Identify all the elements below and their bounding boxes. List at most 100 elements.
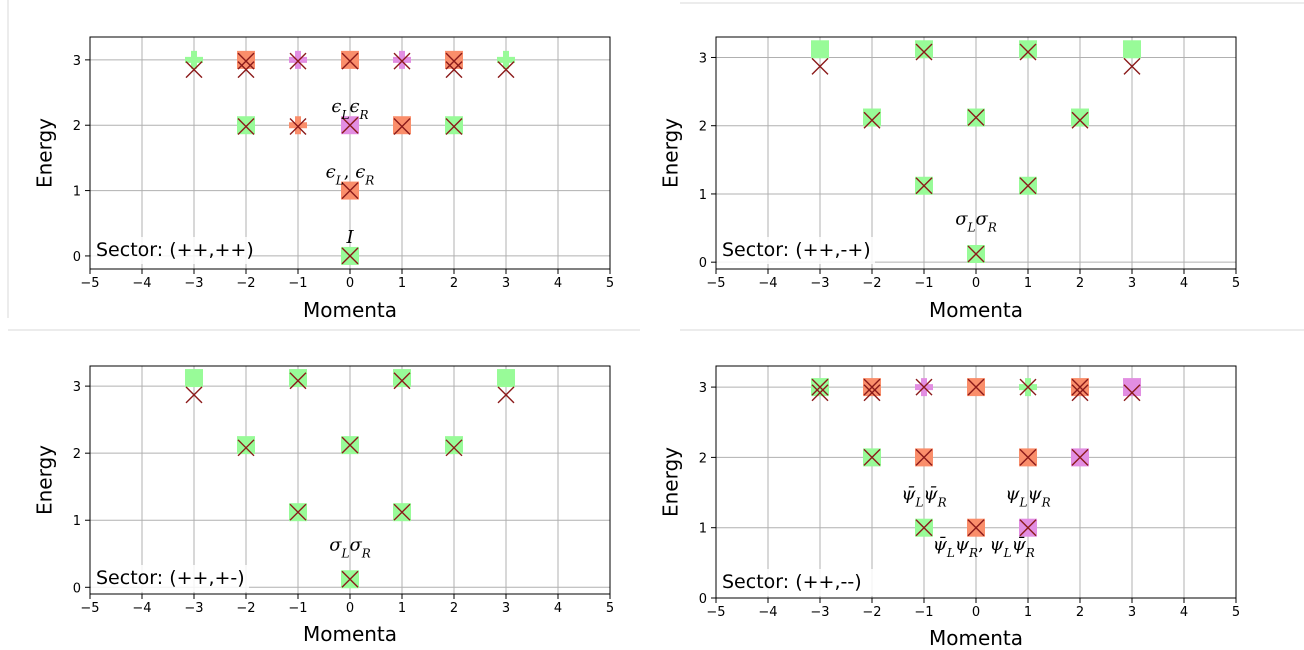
numeric-x-marker bbox=[445, 52, 463, 70]
x-tick-label: −4 bbox=[758, 605, 777, 620]
numeric-x-marker bbox=[811, 384, 829, 402]
annotation-part: L bbox=[966, 221, 975, 235]
sector-label: Sector: (++,+-) bbox=[96, 567, 245, 589]
annotation-part: L bbox=[1003, 546, 1012, 560]
sector-label: Sector: (++,--) bbox=[722, 571, 862, 593]
y-tick-label: 3 bbox=[699, 381, 707, 396]
x-tick-label: 4 bbox=[1180, 276, 1188, 291]
state-marker-square bbox=[1019, 40, 1037, 59]
x-tick-label: −3 bbox=[810, 605, 829, 620]
x-tick-label: 5 bbox=[606, 276, 614, 291]
y-tick-label: 2 bbox=[699, 120, 707, 135]
annotation-part: σ bbox=[329, 534, 342, 555]
axes-frame bbox=[89, 365, 611, 595]
operator-annotation: ψLψR bbox=[1005, 484, 1050, 510]
numeric-x-marker bbox=[811, 57, 829, 75]
annotation-part: ψ̄ bbox=[933, 534, 948, 555]
state-marker-plus bbox=[185, 50, 203, 69]
numeric-x-marker bbox=[1071, 111, 1089, 129]
annotation-part: ψ bbox=[990, 534, 1005, 555]
x-tick-label: 3 bbox=[502, 601, 510, 616]
x-tick-label: −5 bbox=[80, 276, 99, 291]
numeric-x-marker bbox=[1019, 519, 1037, 537]
state-marker-square bbox=[185, 369, 203, 388]
annotation-part: L bbox=[914, 496, 923, 510]
x-tick-label: −2 bbox=[862, 605, 881, 620]
x-tick-label: 1 bbox=[1024, 605, 1032, 620]
y-tick-label: 3 bbox=[73, 380, 81, 395]
x-tick-label: 2 bbox=[450, 601, 458, 616]
numeric-x-marker bbox=[967, 378, 985, 396]
sector-label-bg bbox=[91, 237, 249, 264]
state-marker-square bbox=[1123, 378, 1141, 397]
x-tick-label: −1 bbox=[914, 605, 933, 620]
numeric-x-marker bbox=[237, 61, 255, 79]
numeric-x-marker bbox=[863, 448, 881, 466]
annotation-part: , bbox=[344, 162, 355, 183]
x-tick-label: −5 bbox=[706, 605, 725, 620]
annotation-part: ψ̄ bbox=[1012, 534, 1027, 555]
state-marker-square bbox=[863, 108, 881, 127]
x-tick-label: −1 bbox=[288, 276, 307, 291]
operator-annotation: ϵL, ϵR bbox=[326, 162, 375, 188]
numeric-x-marker bbox=[393, 503, 411, 521]
state-marker-square bbox=[1071, 108, 1089, 127]
annotation-part: ϵ bbox=[331, 96, 341, 117]
sector-label-bg bbox=[717, 569, 875, 596]
numeric-x-marker bbox=[915, 177, 933, 195]
sector-label: Sector: (++,-+) bbox=[722, 239, 871, 261]
y-tick-label: 0 bbox=[73, 581, 81, 596]
state-marker-square bbox=[445, 50, 463, 69]
x-tick-label: 3 bbox=[1128, 605, 1136, 620]
x-tick-label: 1 bbox=[398, 601, 406, 616]
x-tick-label: 0 bbox=[346, 601, 354, 616]
x-tick-label: −2 bbox=[236, 601, 255, 616]
state-marker-plus bbox=[393, 50, 411, 69]
numeric-x-marker bbox=[289, 118, 307, 136]
x-axis-label: Momenta bbox=[929, 298, 1023, 322]
state-marker-square bbox=[915, 40, 933, 59]
annotation-part: L bbox=[335, 174, 344, 188]
sector-label-bg bbox=[91, 565, 249, 592]
y-tick-label: 1 bbox=[73, 514, 81, 529]
y-tick-label: 1 bbox=[699, 522, 707, 537]
numeric-x-marker bbox=[967, 245, 985, 263]
y-tick-label: 0 bbox=[699, 256, 707, 271]
numeric-x-marker bbox=[341, 436, 359, 454]
y-tick-label: 1 bbox=[699, 188, 707, 203]
numeric-x-marker bbox=[1071, 448, 1089, 466]
numeric-x-marker bbox=[811, 378, 829, 396]
state-marker-square bbox=[445, 116, 463, 135]
state-marker-plus bbox=[497, 50, 515, 69]
state-marker-plus bbox=[289, 116, 307, 135]
state-marker-square bbox=[289, 369, 307, 388]
state-marker-plus bbox=[289, 50, 307, 69]
x-tick-label: 4 bbox=[554, 601, 562, 616]
numeric-x-marker bbox=[445, 61, 463, 79]
numeric-x-marker bbox=[341, 52, 359, 70]
annotation-part: R bbox=[1025, 546, 1035, 560]
numeric-x-marker bbox=[1019, 43, 1037, 61]
numeric-x-marker bbox=[341, 247, 359, 265]
numeric-x-marker bbox=[1071, 384, 1089, 402]
operator-annotation: ϵLϵR bbox=[331, 96, 368, 122]
annotation-part: ψ bbox=[1005, 484, 1020, 505]
annotation-part: I bbox=[345, 227, 354, 248]
annotation-part: σ bbox=[975, 209, 988, 230]
annotation-part: R bbox=[359, 108, 369, 122]
numeric-x-marker bbox=[915, 519, 933, 537]
x-tick-label: −4 bbox=[758, 276, 777, 291]
x-tick-label: 3 bbox=[502, 276, 510, 291]
x-axis-label: Momenta bbox=[929, 626, 1023, 650]
state-marker-square bbox=[445, 436, 463, 455]
x-tick-label: 2 bbox=[1076, 605, 1084, 620]
numeric-x-marker bbox=[341, 116, 359, 134]
numeric-x-marker bbox=[1019, 378, 1037, 396]
x-tick-label: 1 bbox=[1024, 276, 1032, 291]
x-tick-label: 4 bbox=[554, 276, 562, 291]
numeric-x-marker bbox=[863, 384, 881, 402]
annotation-part: R bbox=[937, 496, 947, 510]
y-axis-label: Energy bbox=[33, 118, 57, 188]
